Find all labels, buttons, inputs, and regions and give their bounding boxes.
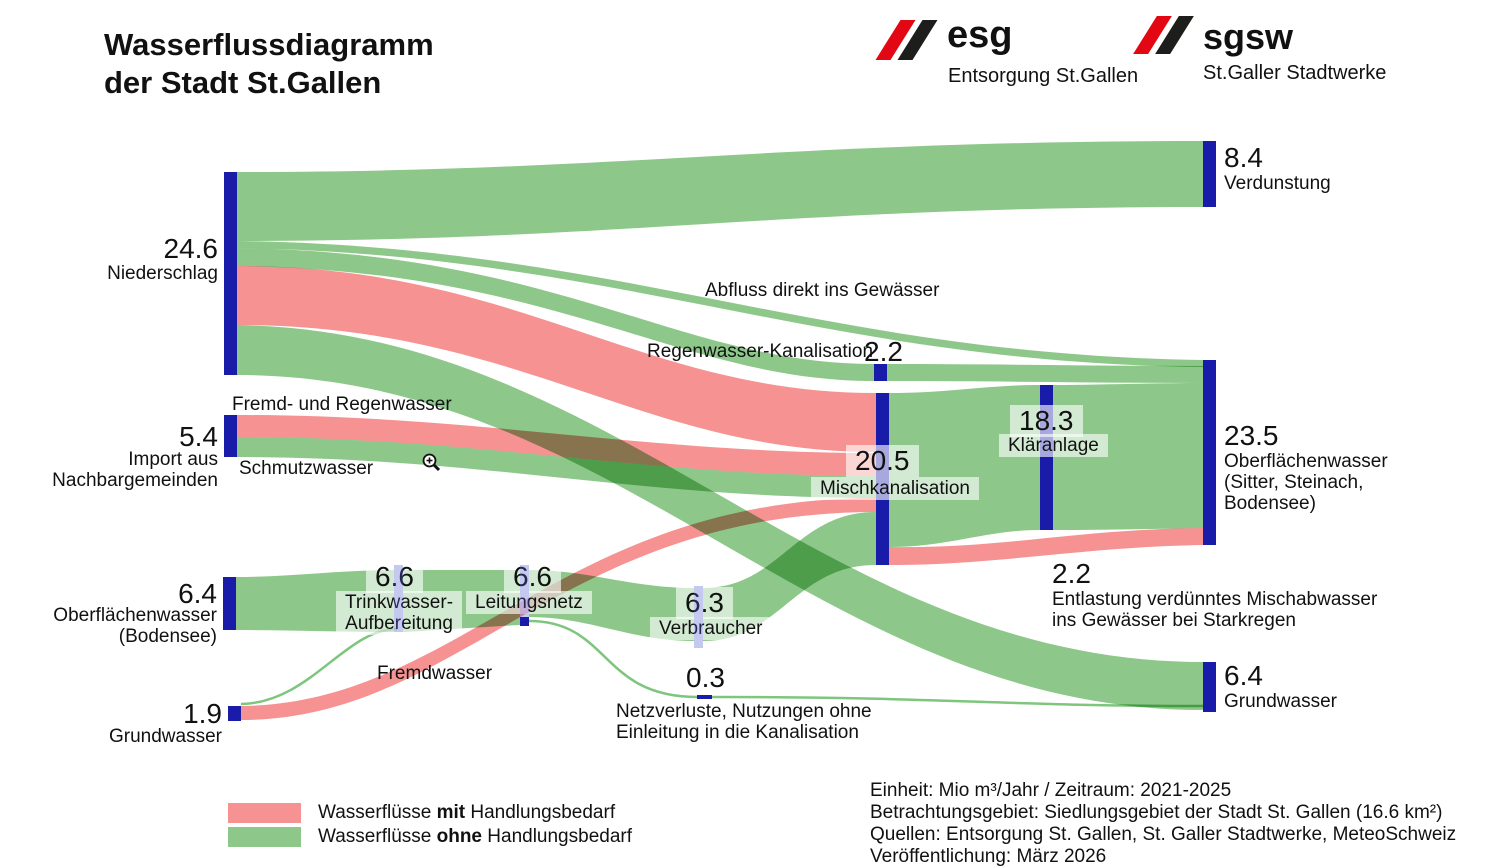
esg-logo-subtitle: Entsorgung St.Gallen [948,65,1139,87]
footer-line-quellen: Quellen: Entsorgung St. Gallen, St. Gall… [870,824,1457,845]
grundwasser-links-value: 1.9 [183,698,222,729]
bodensee-label-line1: Oberflächenwasser [53,605,217,626]
entlastung-label: Entlastung verdünntes Mischabwasser ins … [1052,589,1377,631]
bodensee-label-line2: (Bodensee) [118,626,217,647]
bodensee-value: 6.4 [178,578,217,609]
klaeranlage-label: Kläranlage [999,434,1108,457]
flow-niederschlag-mischkanalisation [237,266,876,452]
flow-klaeranlage-oberflaechenwasser [1053,383,1203,530]
flow-schmutzwasser [237,437,876,498]
node-bar-niederschlag [224,172,237,375]
leitungsnetz-label: Leitungsnetz [466,591,592,614]
regenwasser-kanalisation-label: Regenwasser-Kanalisation [647,341,874,362]
node-bar-netzverluste [697,695,712,699]
verbraucher-label: Verbraucher [650,617,772,640]
grundwasser-rechts-value: 6.4 [1224,660,1263,691]
grundwasser-rechts-label: Grundwasser [1224,691,1337,712]
footer-line-veroeffentlichung: Veröffentlichung: März 2026 [870,846,1107,867]
flow-regenkanal-oberflaechenwasser [887,364,1204,383]
legend-swatch-mit [228,803,301,823]
import-label: Import aus Nachbargemeinden [52,449,218,491]
page-title-line2: der Stadt St.Gallen [104,65,382,100]
netzverluste-label-line1: Netzverluste, Nutzungen ohne [616,701,872,722]
node-bar-grundwasser-rechts [1203,662,1216,712]
flow-fremd-und-regenwasser [237,415,876,476]
node-bar-regenwasser-kanalisation [874,364,887,381]
netzverluste-label: Netzverluste, Nutzungen ohne Einleitung … [616,701,872,743]
legend-item-mit: Wasserflüsse mit Handlungsbedarf [228,802,632,824]
grundwasser-links-label: Grundwasser [109,726,222,747]
page-title-line1: Wasserflussdiagramm [104,27,434,62]
oberflaechenwasser-rechts-line2: (Sitter, Steinach, [1224,472,1364,493]
oberflaechenwasser-rechts-value: 23.5 [1224,420,1279,451]
flow-leitungsnetz-netzverluste [528,619,698,699]
abfluss-direkt-label: Abfluss direkt ins Gewässer [705,280,940,301]
fremdwasser-label: Fremdwasser [377,663,493,684]
oberflaechenwasser-rechts-label: Oberflächenwasser (Sitter, Steinach, Bod… [1224,451,1388,514]
niederschlag-label: Niederschlag [107,263,218,284]
netzverluste-value: 0.3 [686,662,725,693]
klaeranlage-value: 18.3 [1010,405,1083,437]
import-label-line2: Nachbargemeinden [52,470,218,491]
flow-entlastung-mischabwasser [889,528,1203,565]
entlastung-value: 2.2 [1052,558,1091,589]
legend-label-ohne: Wasserflüsse ohne Handlungsbedarf [318,826,632,847]
entlastung-label-line1: Entlastung verdünntes Mischabwasser [1052,589,1378,610]
oberflaechenwasser-rechts-line3: Bodensee) [1224,493,1316,514]
flow-niederschlag-regenkanal [237,248,874,381]
flow-niederschlag-verdunstung [237,141,1204,241]
bodensee-label: Oberflächenwasser (Bodensee) [53,605,217,647]
verbraucher-value: 6.3 [676,587,733,619]
fremd-und-regenwasser-label: Fremd- und Regenwasser [232,394,452,415]
footer-line-betrachtungsgebiet: Betrachtungsgebiet: Siedlungsgebiet der … [870,802,1443,823]
node-bar-oberflaechenwasser-bodensee [223,577,236,630]
verdunstung-value: 8.4 [1224,142,1263,173]
legend-item-ohne: Wasserflüsse ohne Handlungsbedarf [228,826,632,848]
flow-abfluss-direkt [237,241,1204,367]
schmutzwasser-label: Schmutzwasser [239,458,374,479]
flow-mischkanalisation-klaeranlage [889,385,1040,547]
esg-logo-icon [875,20,938,65]
flow-netzverluste-grundwasser [711,695,1204,708]
esg-logo-brand: esg [947,14,1013,56]
leitungsnetz-value: 6.6 [504,561,561,593]
legend: Wasserflüsse mit Handlungsbedarf Wasserf… [228,802,632,850]
flow-verbraucher-mischkanalisation [703,512,876,641]
import-label-line1: Import aus [128,449,218,470]
node-bar-grundwasser-links [228,706,241,721]
verdunstung-label: Verdunstung [1224,173,1331,194]
oberflaechenwasser-rechts-line1: Oberflächenwasser [1224,451,1388,472]
node-bar-verdunstung [1203,141,1216,207]
sgsw-logo-brand: sgsw [1203,16,1294,57]
footer-notes: Einheit: Mio m³/Jahr / Zeitraum: 2021-20… [870,780,1456,868]
node-bar-oberflaechenwasser-rechts [1203,360,1216,545]
page-title: Wasserflussdiagramm der Stadt St.Gallen [104,26,434,102]
regenwasser-kanalisation-value: 2.2 [864,336,903,367]
legend-swatch-ohne [228,827,301,847]
legend-label-mit: Wasserflüsse mit Handlungsbedarf [318,802,616,823]
mischkanalisation-value: 20.5 [846,445,919,477]
import-value: 5.4 [179,421,218,452]
sgsw-logo-subtitle: St.Galler Stadtwerke [1203,62,1387,84]
trinkwasser-value: 6.6 [366,561,423,593]
mischkanalisation-label: Mischkanalisation [811,477,979,500]
niederschlag-value: 24.6 [163,233,219,264]
node-bar-import [224,415,237,457]
netzverluste-label-line2: Einleitung in die Kanalisation [616,722,859,743]
footer-line-einheit: Einheit: Mio m³/Jahr / Zeitraum: 2021-20… [870,780,1232,801]
entlastung-label-line2: ins Gewässer bei Starkregen [1052,610,1296,631]
sgsw-logo-icon [1133,16,1194,59]
trinkwasser-label: Trinkwasser- Aufbereitung [336,591,463,635]
